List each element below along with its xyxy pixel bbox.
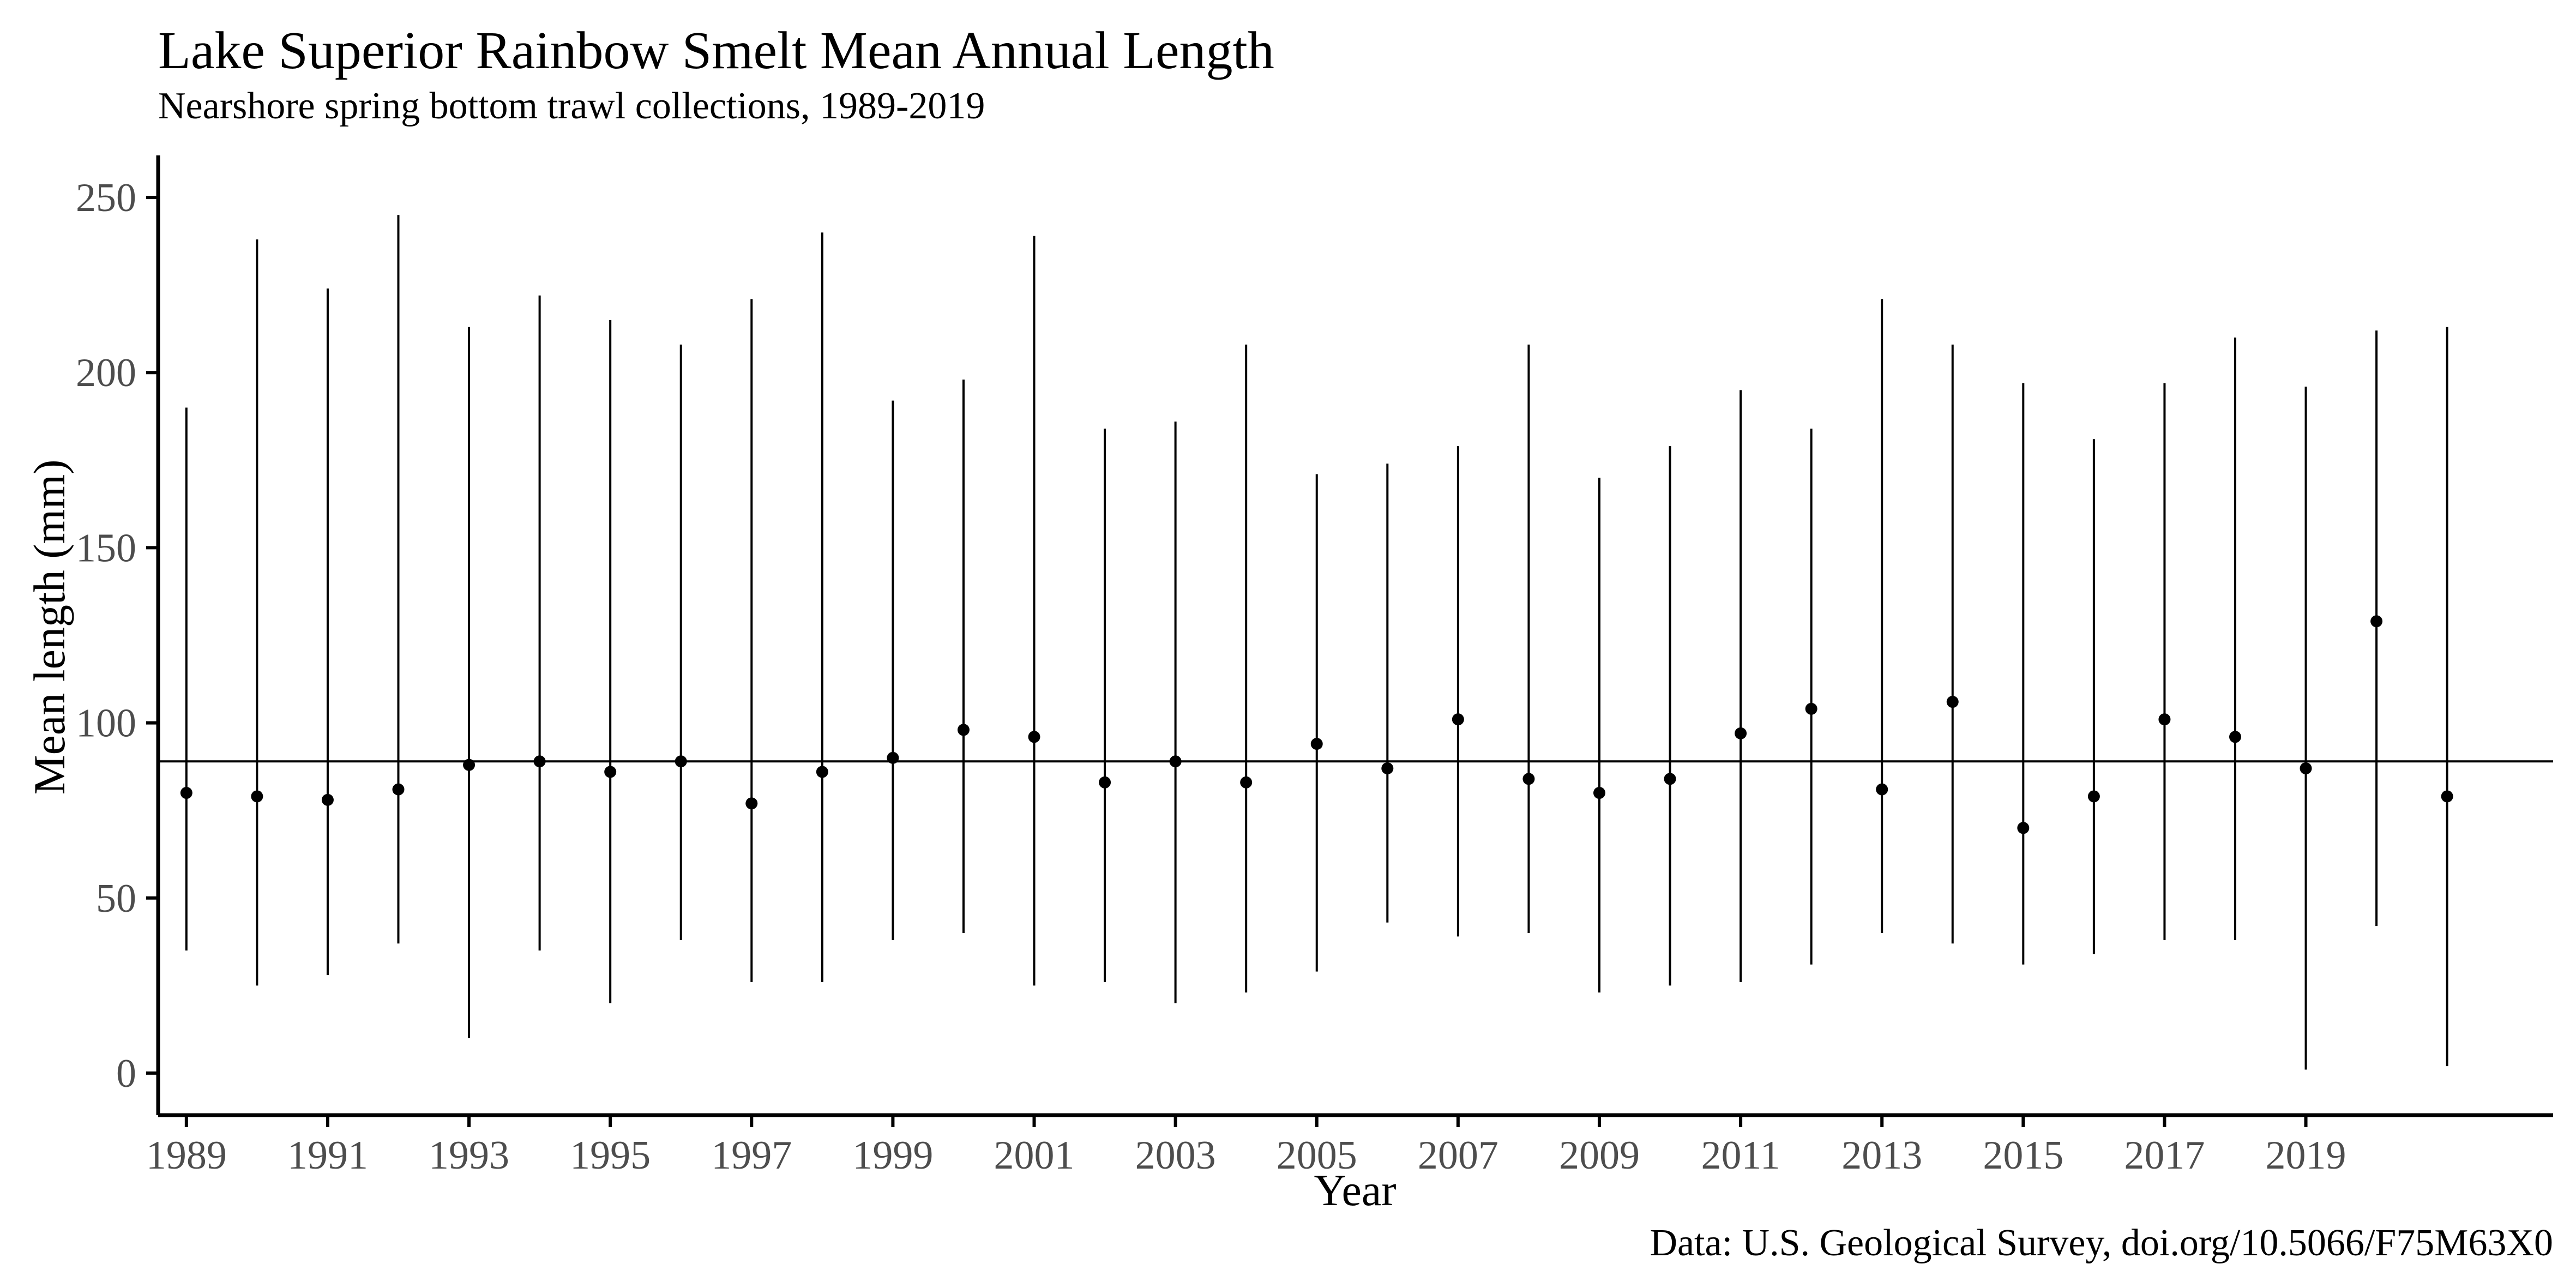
y-tick-label: 50 [96, 876, 136, 921]
x-tick-label: 1997 [711, 1133, 792, 1178]
data-point [2087, 790, 2100, 803]
x-tick-label: 2005 [1277, 1133, 1357, 1178]
data-point [887, 751, 899, 764]
data-point [1876, 783, 1888, 796]
data-point [1593, 787, 1605, 799]
data-point [1452, 713, 1464, 726]
data-point [321, 793, 334, 806]
data-point [1946, 696, 1959, 708]
data-point [1310, 738, 1323, 750]
data-point [1028, 731, 1040, 743]
y-tick-label: 100 [76, 701, 136, 746]
x-tick-label: 2011 [1701, 1133, 1780, 1178]
data-point [1664, 773, 1676, 785]
chart-caption: Data: U.S. Geological Survey, doi.org/10… [1650, 1222, 2553, 1264]
y-tick-label: 200 [76, 351, 136, 395]
data-point [2017, 822, 2030, 834]
data-point [1240, 776, 1253, 789]
x-tick-label: 2003 [1135, 1133, 1216, 1178]
x-tick-label: 2015 [1983, 1133, 2063, 1178]
x-tick-label: 1991 [287, 1133, 368, 1178]
data-point [604, 766, 617, 778]
x-tick-label: 1993 [429, 1133, 509, 1178]
y-axis-label: Mean length (mm) [25, 460, 74, 795]
data-point [675, 755, 687, 768]
data-point [2158, 713, 2171, 726]
data-point [2229, 731, 2241, 743]
x-tick-label: 2001 [994, 1133, 1075, 1178]
data-point [1381, 762, 1394, 775]
data-point [1805, 702, 1817, 715]
chart-title: Lake Superior Rainbow Smelt Mean Annual … [158, 21, 1274, 80]
y-tick-label: 250 [76, 176, 136, 220]
data-point [1099, 776, 1111, 789]
x-tick-label: 1995 [570, 1133, 651, 1178]
data-point [1735, 727, 1747, 739]
x-tick-label: 2009 [1559, 1133, 1640, 1178]
data-point [251, 790, 263, 803]
x-tick-label: 2019 [2266, 1133, 2346, 1178]
data-point [745, 797, 758, 810]
data-point [463, 759, 476, 771]
data-point [2441, 790, 2453, 803]
x-tick-label: 1999 [852, 1133, 933, 1178]
data-point [2300, 762, 2312, 775]
data-point [816, 766, 828, 778]
data-point [392, 783, 405, 796]
data-point [957, 724, 970, 736]
data-point [2370, 615, 2383, 628]
y-tick-label: 150 [76, 526, 136, 570]
data-point [1169, 755, 1182, 768]
x-tick-label: 2017 [2124, 1133, 2205, 1178]
data-point [533, 755, 546, 768]
data-point [180, 787, 192, 799]
plot-area: 0 50 100 150 200 250 1989 1991 1993 1995 1997 1999 2… [76, 155, 2553, 1178]
chart-subtitle: Nearshore spring bottom trawl collection… [158, 85, 985, 127]
y-tick-label: 0 [116, 1051, 136, 1096]
x-tick-label: 2007 [1418, 1133, 1498, 1178]
x-tick-label: 2013 [1841, 1133, 1922, 1178]
data-point [1522, 773, 1535, 785]
x-axis-label: Year [1314, 1165, 1396, 1215]
x-tick-label: 1989 [146, 1133, 227, 1178]
